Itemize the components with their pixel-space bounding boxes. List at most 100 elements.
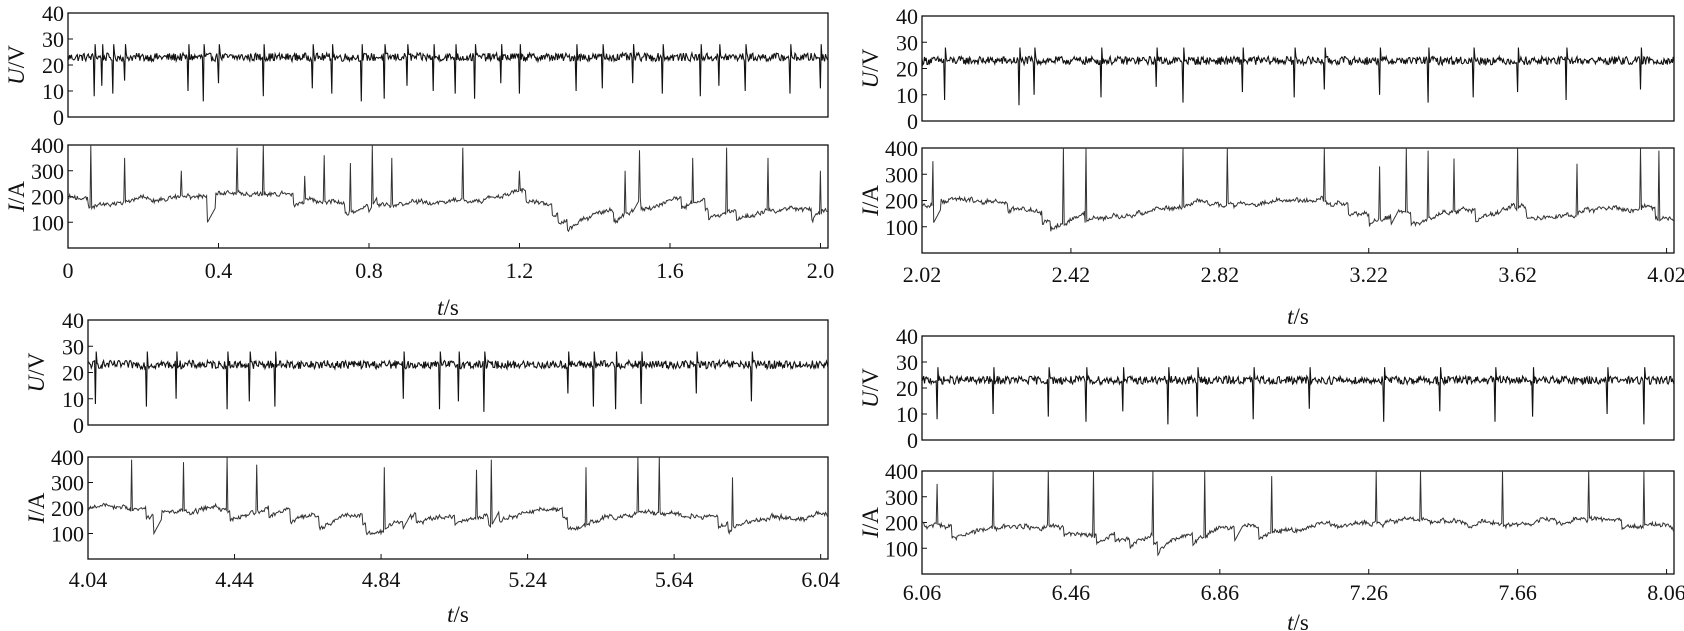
y-tick-label: 20: [896, 57, 918, 82]
plot-frame: [67, 144, 829, 249]
x-tick-label: 6.86: [1201, 580, 1240, 605]
plot-frame: [67, 12, 829, 118]
voltage-trace: [87, 351, 829, 412]
current-trace: [921, 470, 1675, 557]
y-tick-label: 30: [896, 350, 918, 375]
x-tick-label: 7.66: [1498, 580, 1537, 605]
y-tick-label: 10: [896, 402, 918, 427]
time-axis-label-unit: /s: [444, 295, 459, 320]
time-axis-label: t/s: [1287, 304, 1309, 329]
y-tick-label: 300: [51, 471, 84, 496]
y-tick-label: 20: [42, 53, 64, 78]
y-tick-label: 300: [885, 485, 918, 510]
y-tick-label: 200: [885, 189, 918, 214]
voltage-axis-label-variable: U: [858, 70, 883, 88]
voltage-axis-label-unit: /V: [4, 45, 29, 68]
y-tick-label: 10: [896, 83, 918, 108]
x-tick-label: 6.46: [1052, 580, 1091, 605]
y-tick-label: 100: [51, 522, 84, 547]
time-axis-label-unit: /s: [1294, 610, 1309, 631]
current-axis-label-variable: I: [858, 529, 883, 539]
voltage-axis-label: U/V: [4, 45, 29, 85]
y-tick-label: 0: [907, 109, 918, 134]
voltage-axis-label-unit: /V: [24, 352, 49, 375]
x-tick-label: 0.4: [205, 258, 233, 283]
voltage-trace: [921, 367, 1675, 425]
x-tick-label: 6.06: [903, 580, 942, 605]
y-tick-label: 40: [62, 308, 84, 333]
current-axis-label-variable: I: [858, 207, 883, 217]
current-axis-label: I/A: [858, 507, 883, 539]
time-axis-label: t/s: [437, 295, 459, 320]
y-tick-label: 40: [896, 324, 918, 349]
current-axis-label-unit: /A: [858, 185, 883, 208]
x-tick-label: 1.6: [656, 258, 684, 283]
y-tick-label: 300: [885, 162, 918, 187]
plot-frame: [921, 470, 1675, 575]
current-axis-label-unit: /A: [4, 181, 29, 204]
voltage-trace: [67, 44, 829, 102]
current-axis-label-variable: I: [4, 203, 29, 213]
voltage-axis-label: U/V: [858, 368, 883, 408]
y-tick-label: 20: [896, 376, 918, 401]
time-axis-label-variable: t: [447, 602, 454, 627]
time-axis-label-unit: /s: [1294, 304, 1309, 329]
y-tick-label: 100: [31, 210, 64, 235]
voltage-axis-label: U/V: [858, 48, 883, 88]
y-tick-label: 20: [62, 361, 84, 386]
current-axis-label: I/A: [24, 492, 49, 524]
y-tick-label: 300: [31, 159, 64, 184]
current-axis-label-variable: I: [24, 514, 49, 524]
y-tick-label: 30: [896, 30, 918, 55]
x-tick-label: 4.44: [215, 567, 254, 592]
y-tick-label: 400: [885, 136, 918, 161]
current-trace: [921, 147, 1675, 232]
time-axis-label-unit: /s: [454, 602, 469, 627]
time-axis-label-variable: t: [437, 295, 444, 320]
y-tick-label: 400: [31, 133, 64, 158]
voltage-axis-label: U/V: [24, 352, 49, 392]
x-tick-label: 4.04: [69, 567, 108, 592]
voltage-axis-label-unit: /V: [858, 368, 883, 391]
x-tick-label: 0.8: [355, 258, 383, 283]
x-tick-label: 4.84: [362, 567, 401, 592]
voltage-axis-label-variable: U: [24, 374, 49, 392]
current-trace: [67, 144, 829, 233]
voltage-axis-label-unit: /V: [858, 48, 883, 71]
y-tick-label: 0: [53, 105, 64, 130]
time-axis-label-variable: t: [1287, 304, 1294, 329]
y-tick-label: 200: [885, 511, 918, 536]
time-axis-label: t/s: [447, 602, 469, 627]
y-tick-label: 30: [62, 334, 84, 359]
y-tick-label: 0: [907, 428, 918, 453]
voltage-trace: [921, 47, 1675, 106]
x-tick-label: 3.22: [1349, 262, 1388, 287]
y-tick-label: 0: [73, 413, 84, 438]
x-tick-label: 6.04: [801, 567, 840, 592]
plot-frame: [87, 456, 829, 560]
current-axis-label: I/A: [858, 185, 883, 217]
x-tick-label: 2.0: [807, 258, 835, 283]
voltage-axis-label-variable: U: [4, 67, 29, 85]
y-tick-label: 40: [896, 4, 918, 29]
x-tick-label: 2.02: [903, 262, 942, 287]
y-tick-label: 100: [885, 215, 918, 240]
y-tick-label: 400: [51, 445, 84, 470]
current-axis-label: I/A: [4, 181, 29, 213]
x-tick-label: 1.2: [506, 258, 534, 283]
x-tick-label: 4.02: [1647, 262, 1684, 287]
x-tick-label: 2.82: [1201, 262, 1240, 287]
y-tick-label: 30: [42, 27, 64, 52]
x-tick-label: 0: [63, 258, 74, 283]
x-tick-label: 3.62: [1498, 262, 1537, 287]
time-axis-label-variable: t: [1287, 610, 1294, 631]
